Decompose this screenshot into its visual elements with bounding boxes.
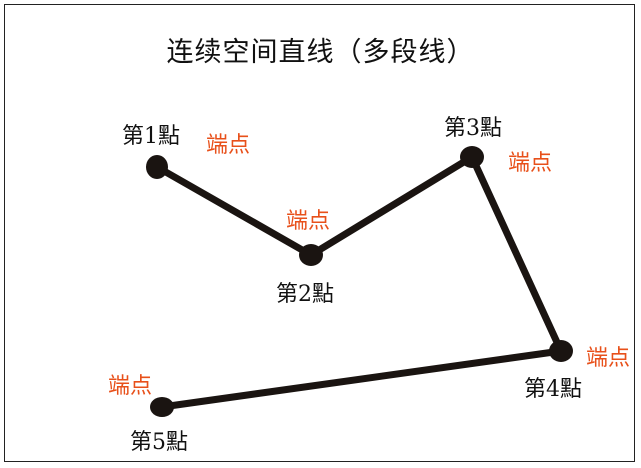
endpoint-1-label: 端点: [206, 133, 251, 158]
endpoint-4-label: 端点: [586, 346, 631, 371]
point-5-label: 第5點: [130, 430, 188, 455]
vertex-3: [460, 146, 484, 168]
polyline-segments: [153, 153, 565, 411]
vertex-1: [146, 155, 168, 179]
vertex-4: [549, 340, 573, 362]
point-1-label: 第1點: [122, 124, 180, 149]
point-3-label: 第3點: [444, 116, 502, 141]
vertex-5: [150, 397, 174, 417]
point-2-label: 第2點: [276, 282, 334, 307]
diagram-frame: [4, 4, 635, 462]
diagram-title: 连续空间直线（多段线）: [166, 37, 475, 68]
endpoint-5-label: 端点: [108, 374, 153, 399]
endpoint-3-label: 端点: [508, 151, 553, 176]
vertex-2: [299, 244, 323, 266]
endpoint-2-label: 端点: [286, 209, 331, 234]
point-4-label: 第4點: [524, 377, 582, 402]
